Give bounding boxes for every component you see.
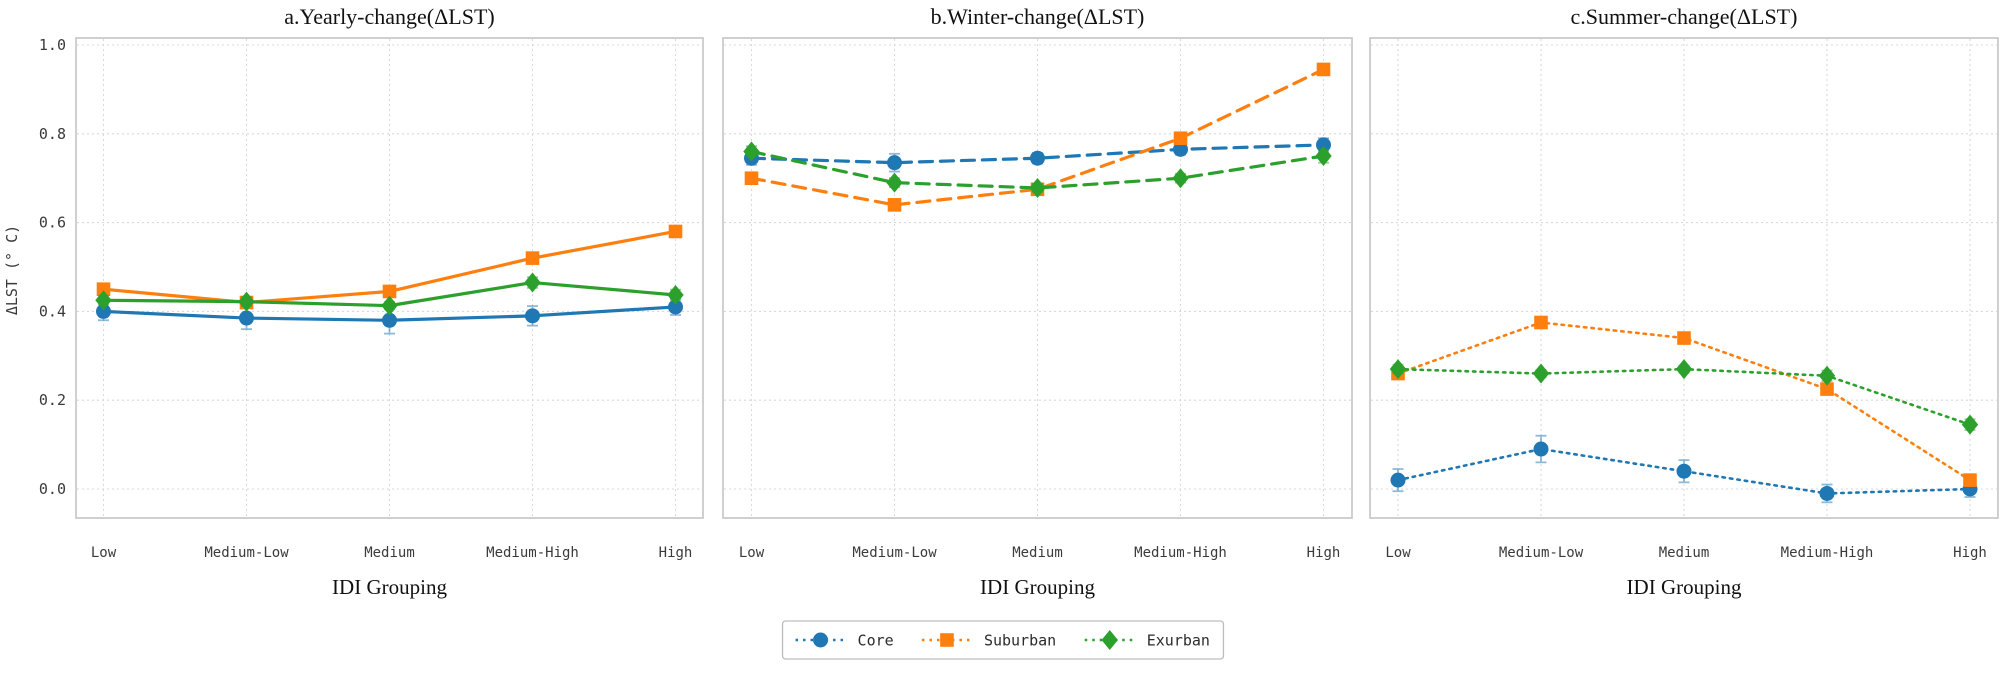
x-tick-label: Medium-High	[1781, 545, 1874, 561]
data-point-marker	[743, 141, 760, 162]
data-point-marker	[1819, 485, 1835, 501]
y-tick-label: 1.0	[39, 36, 66, 54]
legend-item-suburban: Suburban	[921, 632, 1056, 650]
legend-marker	[813, 632, 829, 648]
legend-label: Suburban	[984, 632, 1056, 650]
data-point-marker	[1030, 150, 1045, 166]
x-tick-label: Low	[739, 545, 765, 561]
y-tick-label: 0.8	[39, 125, 66, 143]
x-axis-title: IDI Grouping	[332, 575, 447, 599]
data-point-marker	[1389, 359, 1407, 380]
panel-title: a.Yearly-change(ΔLST)	[284, 4, 494, 29]
series-core	[1390, 434, 1978, 504]
data-point-marker	[1675, 359, 1693, 380]
series-exurban	[95, 272, 684, 316]
panel-title: b.Winter-change(ΔLST)	[931, 4, 1145, 29]
data-point-marker	[887, 155, 902, 171]
data-point-marker	[381, 295, 398, 316]
x-tick-label: Low	[1385, 545, 1411, 561]
x-axis-title: IDI Grouping	[980, 575, 1095, 599]
data-point-marker	[1676, 463, 1692, 479]
y-axis-label: ΔLST (° C)	[3, 225, 21, 315]
data-point-marker	[744, 171, 759, 185]
panel-frame	[722, 37, 1353, 519]
x-tick-label: High	[1953, 545, 1987, 561]
series-suburban	[1391, 315, 1977, 487]
series-line	[749, 149, 1326, 190]
data-point-marker	[1390, 472, 1406, 488]
x-axis-title: IDI Grouping	[1627, 575, 1742, 599]
series-exurban	[743, 141, 1332, 198]
panel-a: a.Yearly-change(ΔLST) Low Medium-Low Medium…	[3, 4, 704, 599]
panel-b: b.Winter-change(ΔLST) Low Medium-Low Medium…	[722, 4, 1353, 599]
data-point-marker	[1173, 131, 1188, 146]
series-line	[1396, 447, 1972, 495]
panel-title: c.Summer-change(ΔLST)	[1571, 4, 1798, 29]
data-point-marker	[1316, 62, 1331, 77]
legend-label: Exurban	[1147, 632, 1210, 650]
x-tick-label: Medium-High	[486, 545, 579, 561]
data-point-marker	[1315, 146, 1332, 166]
data-point-marker	[1172, 168, 1189, 189]
x-tick-label: Medium	[1012, 545, 1063, 561]
y-tick-label: 0.0	[39, 480, 66, 498]
data-point-marker	[525, 251, 540, 265]
data-point-marker	[95, 290, 112, 311]
series-exurban	[1389, 359, 1979, 435]
x-tick-label: Medium	[364, 545, 415, 561]
data-point-marker	[1173, 141, 1188, 157]
data-point-marker	[886, 172, 903, 193]
data-point-marker	[1533, 441, 1549, 457]
data-point-marker	[1532, 363, 1550, 384]
data-point-marker	[1677, 331, 1691, 345]
legend-item-exurban: Exurban	[1084, 630, 1210, 650]
x-tick-label: Medium-Low	[204, 545, 289, 561]
legend-marker	[940, 633, 954, 647]
data-point-marker	[238, 291, 255, 312]
x-tick-label: Medium-High	[1134, 545, 1227, 561]
data-point-marker	[1534, 315, 1548, 330]
legend-box	[781, 620, 1225, 660]
data-point-marker	[667, 284, 684, 305]
data-point-marker	[1961, 414, 1979, 435]
legend-label: Core	[858, 632, 894, 650]
x-tick-label: High	[1307, 545, 1341, 561]
data-point-marker	[239, 310, 254, 326]
panel-frame	[1369, 37, 1999, 519]
panel-c: c.Summer-change(ΔLST) Low Medium-Low Medium…	[1369, 4, 1999, 599]
series-line	[749, 67, 1326, 207]
y-tick-label: 0.4	[39, 302, 66, 320]
legend: Core Suburban Exurban	[781, 620, 1225, 660]
y-tick-label: 0.2	[39, 391, 66, 409]
data-point-marker	[1963, 473, 1977, 487]
data-point-marker	[1029, 177, 1046, 198]
x-tick-label: Low	[91, 545, 117, 561]
x-tick-label: Medium-Low	[852, 545, 937, 561]
x-tick-label: High	[659, 545, 693, 561]
x-tick-label: Medium	[1659, 545, 1710, 561]
data-point-marker	[887, 198, 902, 212]
data-point-marker	[668, 299, 683, 315]
data-point-marker	[525, 308, 540, 324]
data-point-marker	[1818, 365, 1836, 386]
data-point-marker	[96, 303, 111, 319]
legend-item-core: Core	[795, 632, 894, 650]
data-point-marker	[382, 284, 397, 299]
data-point-marker	[96, 282, 111, 296]
data-point-marker	[1820, 382, 1834, 396]
data-point-marker	[382, 312, 397, 328]
x-tick-label: Medium-Low	[1499, 545, 1584, 561]
y-tick-label: 0.6	[39, 214, 66, 232]
data-point-marker	[524, 272, 541, 293]
legend-marker	[1101, 630, 1118, 650]
panel-frame	[75, 37, 704, 519]
data-point-marker	[668, 224, 683, 239]
